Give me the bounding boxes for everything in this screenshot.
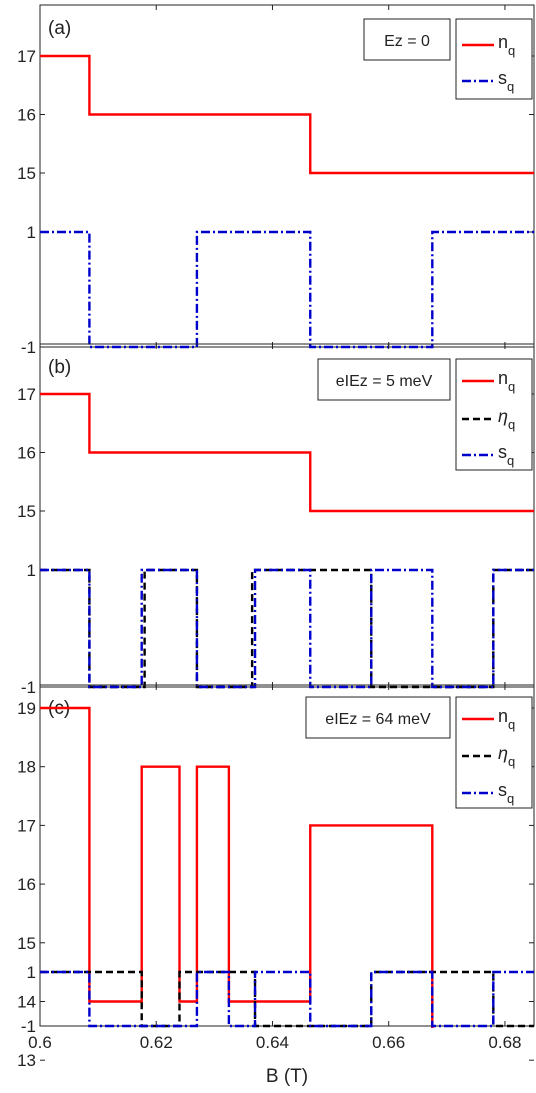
legend-entry: ηq (498, 406, 515, 432)
y-tick-label: 1 (27, 223, 36, 242)
legend-entry: sq (498, 442, 514, 468)
series-sq-line (40, 970, 534, 1028)
series-sq-line (40, 230, 534, 349)
legend-entry: nq (498, 368, 515, 394)
x-tick-label: 0.68 (488, 1033, 521, 1052)
legend-entry-name: n (498, 368, 508, 388)
series-nq-line (40, 54, 534, 175)
panel-label: (b) (48, 357, 71, 378)
series-etaq-line (40, 970, 534, 1028)
legend-entry-subscript: q (507, 791, 514, 806)
y-tick-label: 16 (17, 875, 36, 894)
x-tick-label: 0.64 (256, 1033, 289, 1052)
y-tick-label: 1 (27, 963, 36, 982)
y-tick-label: 15 (17, 502, 36, 521)
legend-entry-subscript: q (508, 754, 515, 769)
legend-entry-subscript: q (508, 379, 515, 394)
y-tick-label: 14 (17, 993, 36, 1012)
annotation-text: Ez = 0 (384, 33, 430, 50)
series-nq-line (40, 392, 534, 513)
legend-entry-name: s (498, 780, 507, 800)
x-tick-label: 0.66 (372, 1033, 405, 1052)
x-tick-label: 0.62 (140, 1033, 173, 1052)
legend-entry-subscript: q (507, 79, 514, 94)
legend-entry-name: s (498, 442, 507, 462)
legend-entry-name: η (498, 406, 508, 426)
legend-box (455, 358, 533, 471)
legend-entry-name: n (498, 32, 508, 52)
y-tick-label: 16 (17, 444, 36, 463)
legend-entry: sq (498, 780, 514, 806)
series-etaq-line (40, 568, 534, 689)
legend-entry-subscript: q (507, 453, 514, 468)
legend-entry-name: n (498, 706, 508, 726)
legend-entry-subscript: q (508, 417, 515, 432)
y-tick-label: 13 (17, 1051, 36, 1070)
legend-entry: ηq (498, 743, 515, 769)
annotation-box (305, 696, 451, 739)
series-sq-line (40, 568, 534, 689)
y-tick-label: -1 (21, 1017, 36, 1036)
y-tick-label: 15 (17, 164, 36, 183)
legend-box (455, 18, 533, 100)
legend-entry-subscript: q (508, 717, 515, 732)
y-tick-label: -1 (21, 678, 36, 697)
y-tick-label: 16 (17, 106, 36, 125)
annotation-box (363, 18, 451, 61)
legend-box (455, 696, 533, 809)
x-axis-label: B (T) (266, 1066, 308, 1087)
legend-entry-subscript: q (508, 43, 515, 58)
legend-entry-name: s (498, 68, 507, 88)
axes-frame (39, 4, 535, 348)
legend-entry-name: η (498, 743, 508, 763)
y-tick-label: -1 (21, 338, 36, 357)
y-tick-label: 17 (17, 47, 36, 66)
panel-label: (a) (48, 18, 71, 39)
legend-entry: sq (498, 68, 514, 94)
y-tick-label: 1 (27, 561, 36, 580)
axes-frame (39, 343, 535, 688)
y-tick-label: 15 (17, 934, 36, 953)
legend-entry: nq (498, 706, 515, 732)
y-tick-label: 18 (17, 758, 36, 777)
y-tick-label: 19 (17, 699, 36, 718)
x-tick-label: 0.6 (28, 1033, 52, 1052)
annotation-text: eIEz = 64 meV (325, 711, 431, 728)
series-nq-line (40, 706, 434, 1028)
annotation-text: eIEz = 5 meV (336, 373, 433, 390)
y-tick-label: 17 (17, 385, 36, 404)
annotation-box (317, 358, 451, 401)
legend-entry: nq (498, 32, 515, 58)
y-tick-label: 17 (17, 816, 36, 835)
